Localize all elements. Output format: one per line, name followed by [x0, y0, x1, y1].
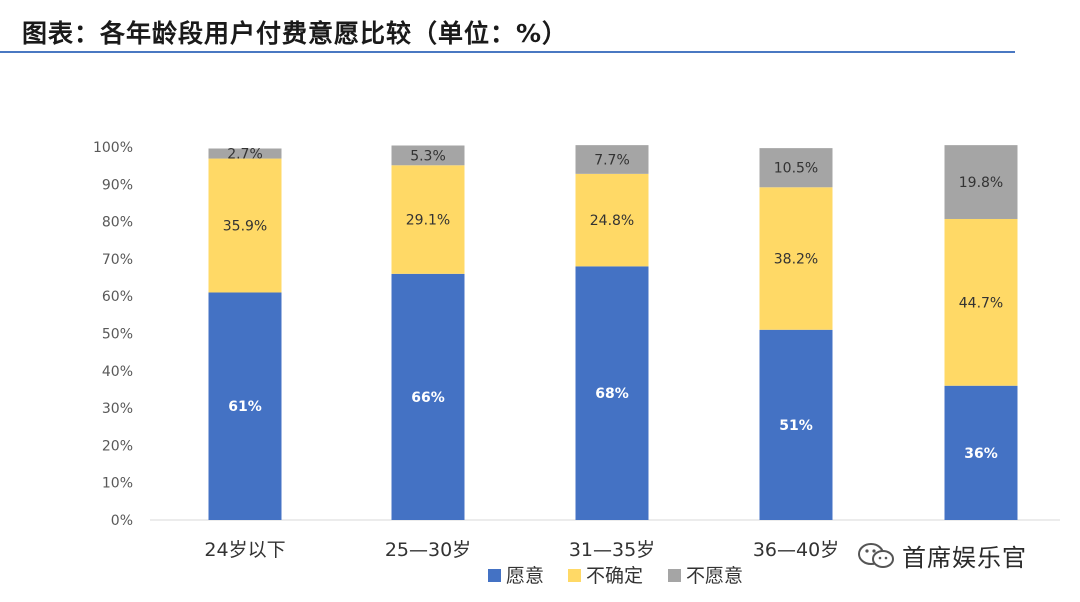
bar-willing	[759, 329, 833, 520]
bar-unsure	[575, 173, 649, 267]
y-tick-label: 30%	[102, 401, 133, 417]
data-label: 10.5%	[774, 161, 818, 177]
bar-unsure	[944, 218, 1018, 386]
watermark-text: 首席娱乐官	[902, 544, 1027, 572]
bar-unwilling	[208, 148, 282, 159]
bar-unsure	[208, 158, 282, 293]
legend-label: 不确定	[586, 565, 643, 587]
legend-swatch	[488, 569, 501, 582]
y-tick-label: 10%	[102, 476, 133, 492]
data-label: 19.8%	[959, 175, 1003, 191]
data-label: 7.7%	[594, 152, 630, 168]
title-underline	[0, 51, 1015, 53]
data-label: 44.7%	[959, 295, 1003, 311]
data-label: 35.9%	[223, 219, 267, 235]
data-label: 5.3%	[410, 148, 446, 164]
data-label: 29.1%	[406, 213, 450, 229]
y-tick-label: 0%	[111, 513, 133, 529]
y-tick-label: 40%	[102, 364, 133, 380]
y-tick-label: 90%	[102, 177, 133, 193]
watermark: 首席娱乐官	[856, 538, 1027, 577]
y-tick-label: 50%	[102, 327, 133, 343]
bar-unwilling	[944, 145, 1018, 219]
bar-unwilling	[759, 148, 833, 188]
wechat-logo-icon	[856, 541, 896, 577]
data-label: 36%	[964, 446, 998, 462]
chart-title: 图表：各年龄段用户付费意愿比较（单位：%）	[22, 19, 569, 48]
x-tick-label: 25—30岁	[385, 539, 471, 561]
data-label: 68%	[595, 386, 629, 402]
x-tick-label: 24岁以下	[204, 539, 285, 561]
bar-unwilling	[575, 145, 649, 174]
bar-willing	[944, 385, 1018, 520]
legend-swatch	[668, 569, 681, 582]
legend-swatch	[568, 569, 581, 582]
data-label: 2.7%	[227, 147, 263, 163]
y-tick-label: 100%	[93, 140, 133, 156]
data-label: 38.2%	[774, 252, 818, 268]
y-tick-label: 80%	[102, 215, 133, 231]
bar-willing	[208, 292, 282, 520]
x-tick-label: 31—35岁	[569, 539, 655, 561]
data-label: 24.8%	[590, 213, 634, 229]
bar-willing	[575, 266, 649, 520]
data-label: 51%	[779, 418, 813, 434]
y-tick-label: 60%	[102, 289, 133, 305]
bar-unsure	[759, 187, 833, 330]
legend-label: 愿意	[506, 565, 544, 587]
y-tick-label: 20%	[102, 438, 133, 454]
legend-label: 不愿意	[686, 565, 743, 587]
bar-unsure	[391, 165, 465, 274]
y-tick-label: 70%	[102, 252, 133, 268]
bar-willing	[391, 273, 465, 520]
data-label: 66%	[411, 390, 445, 406]
data-label: 61%	[228, 399, 262, 415]
bar-unwilling	[391, 145, 465, 166]
x-tick-label: 36—40岁	[753, 539, 839, 561]
